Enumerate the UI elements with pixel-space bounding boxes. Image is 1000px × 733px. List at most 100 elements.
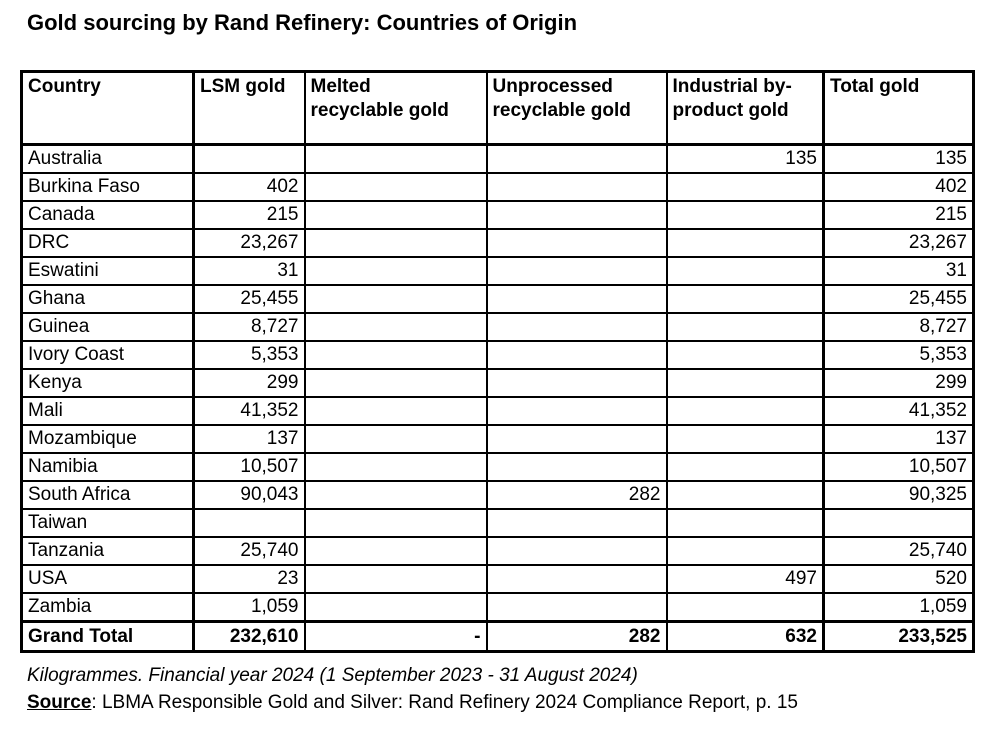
row-value-cell [485, 508, 668, 538]
column-header-country: Country [20, 70, 195, 146]
table-body: Australia 135 135 Burkina Faso 402 402 Canada 2… [20, 143, 975, 623]
source-line: Source: LBMA Responsible Gold and Silver… [27, 692, 798, 714]
row-value-cell [303, 592, 488, 623]
table-row-canada: Canada 215 215 [20, 200, 975, 230]
row-value-cell [665, 592, 825, 623]
table-row-ghana: Ghana 25,455 25,455 [20, 284, 975, 314]
row-value-cell [485, 564, 668, 594]
row-country-cell: Eswatini [20, 256, 195, 286]
row-value-cell [303, 200, 488, 230]
row-value-cell [665, 200, 825, 230]
row-value-cell: 402 [822, 172, 975, 202]
row-value-cell [665, 172, 825, 202]
table-row-taiwan: Taiwan [20, 508, 975, 538]
page-title: Gold sourcing by Rand Refinery: Countrie… [27, 10, 578, 35]
grand-total-value-cell: 632 [665, 620, 825, 653]
grand-total-value-cell: - [303, 620, 488, 653]
row-value-cell: 8,727 [822, 312, 975, 342]
column-header-total-gold: Total gold [822, 70, 975, 146]
row-country-cell: Mozambique [20, 424, 195, 454]
row-value-cell: 25,740 [192, 536, 306, 566]
grand-total-country-cell: Grand Total [20, 620, 195, 653]
row-value-cell [303, 340, 488, 370]
row-value-cell: 1,059 [192, 592, 306, 623]
row-country-cell: Guinea [20, 312, 195, 342]
row-country-cell: Tanzania [20, 536, 195, 566]
row-value-cell: 137 [192, 424, 306, 454]
row-value-cell: 10,507 [822, 452, 975, 482]
row-value-cell [303, 564, 488, 594]
row-value-cell [485, 284, 668, 314]
row-value-cell [303, 143, 488, 174]
row-value-cell [665, 396, 825, 426]
row-value-cell [303, 452, 488, 482]
row-value-cell: 23 [192, 564, 306, 594]
row-value-cell [665, 480, 825, 510]
row-country-cell: Burkina Faso [20, 172, 195, 202]
footnote: Kilogrammes. Financial year 2024 (1 Sept… [27, 665, 638, 686]
row-value-cell: 215 [192, 200, 306, 230]
row-value-cell [303, 284, 488, 314]
row-country-cell: Ivory Coast [20, 340, 195, 370]
row-value-cell: 25,455 [192, 284, 306, 314]
row-value-cell: 25,740 [822, 536, 975, 566]
column-header-lsm-gold: LSM gold [192, 70, 306, 146]
row-value-cell: 31 [822, 256, 975, 286]
table-row-kenya: Kenya 299 299 [20, 368, 975, 398]
row-value-cell: 90,043 [192, 480, 306, 510]
row-value-cell [665, 312, 825, 342]
table-header: Country LSM gold Melted recyclable gold Unp… [20, 70, 975, 146]
row-value-cell [485, 312, 668, 342]
source-text: : LBMA Responsible Gold and Silver: Rand… [91, 692, 798, 713]
table-row-australia: Australia 135 135 [20, 143, 975, 174]
row-country-cell: Kenya [20, 368, 195, 398]
row-value-cell [485, 143, 668, 174]
gold-sourcing-table: Country LSM gold Melted recyclable gold Unp… [20, 70, 975, 653]
row-country-cell: USA [20, 564, 195, 594]
column-header-unprocessed-recyclable-gold: Unprocessed recyclable gold [485, 70, 668, 146]
grand-total-row: Grand Total 232,610-282 632 233,525 [20, 620, 975, 653]
row-value-cell [665, 452, 825, 482]
table-row-south-africa: South Africa 90,043 282 90,325 [20, 480, 975, 510]
row-country-cell: Ghana [20, 284, 195, 314]
row-value-cell: 90,325 [822, 480, 975, 510]
column-header-melted-recyclable-gold: Melted recyclable gold [303, 70, 488, 146]
table-row-eswatini: Eswatini 31 31 [20, 256, 975, 286]
grand-total-value-cell: 282 [485, 620, 668, 653]
grand-total-value-cell: 232,610 [192, 620, 306, 653]
table-footer: Grand Total 232,610-282 632 233,525 [20, 620, 975, 653]
row-value-cell: 1,059 [822, 592, 975, 623]
row-value-cell [303, 396, 488, 426]
table-row-guinea: Guinea 8,727 8,727 [20, 312, 975, 342]
row-country-cell: Canada [20, 200, 195, 230]
row-value-cell [485, 228, 668, 258]
row-value-cell [485, 592, 668, 623]
row-value-cell: 137 [822, 424, 975, 454]
table-row-mozambique: Mozambique 137 137 [20, 424, 975, 454]
row-value-cell: 299 [192, 368, 306, 398]
row-value-cell: 299 [822, 368, 975, 398]
row-value-cell: 497 [665, 564, 825, 594]
column-header-industrial-by-product-gold: Industrial by- product gold [665, 70, 825, 146]
row-country-cell: Mali [20, 396, 195, 426]
row-value-cell [485, 340, 668, 370]
table-row-tanzania: Tanzania 25,740 25,740 [20, 536, 975, 566]
row-value-cell [485, 256, 668, 286]
row-value-cell [665, 340, 825, 370]
row-value-cell [485, 424, 668, 454]
row-value-cell: 5,353 [822, 340, 975, 370]
grand-total-value-cell: 233,525 [822, 620, 975, 653]
row-value-cell: 5,353 [192, 340, 306, 370]
table-row-drc: DRC 23,267 23,267 [20, 228, 975, 258]
row-value-cell [303, 424, 488, 454]
row-value-cell [192, 508, 306, 538]
row-value-cell: 135 [822, 143, 975, 174]
row-value-cell: 8,727 [192, 312, 306, 342]
row-value-cell [485, 200, 668, 230]
table-row-usa: USA 23 497 520 [20, 564, 975, 594]
table-row-ivory-coast: Ivory Coast 5,353 5,353 [20, 340, 975, 370]
row-value-cell [485, 396, 668, 426]
row-value-cell [303, 368, 488, 398]
row-value-cell [485, 172, 668, 202]
